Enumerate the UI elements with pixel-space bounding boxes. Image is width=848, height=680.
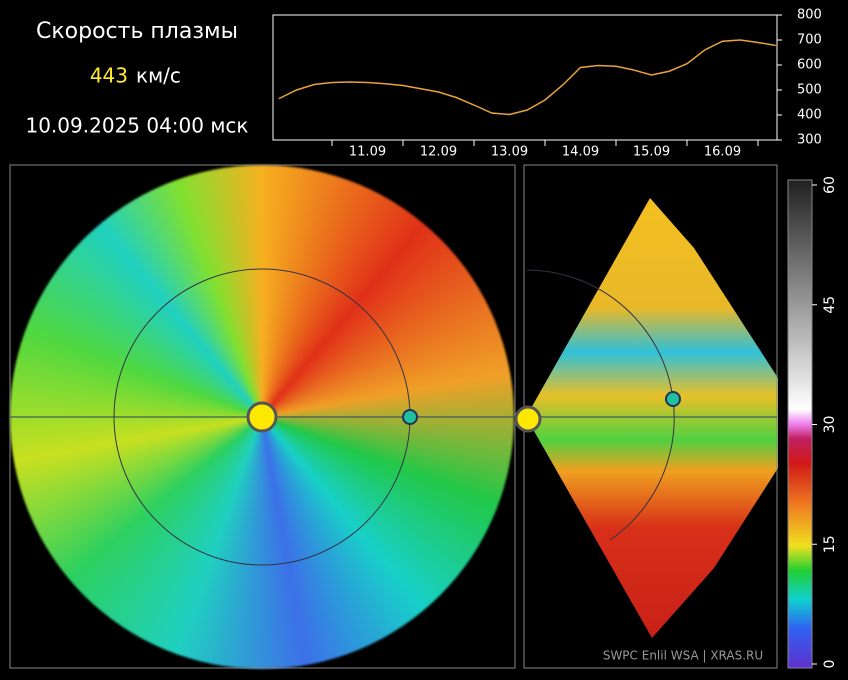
x-tick-label: 12.09 [420, 145, 457, 160]
y-tick-label: 800 [797, 8, 822, 23]
colorbar-tick-label: 15 [822, 535, 838, 553]
speed-unit: км/с [136, 64, 181, 88]
x-tick-label: 13.09 [491, 145, 528, 160]
earth-side [665, 391, 681, 407]
x-tick-label: 15.09 [633, 145, 670, 160]
colorbar-tick-label: 45 [822, 296, 838, 314]
sun-side [514, 405, 542, 433]
speed-line [278, 39, 776, 116]
datetime: 10.09.2025 04:00 мск [25, 114, 248, 138]
y-tick-label: 400 [797, 108, 822, 123]
x-tick-label: 14.09 [562, 145, 599, 160]
colorbar-tick-label: 0 [822, 660, 838, 669]
x-tick-label: 11.09 [349, 145, 386, 160]
y-tick-label: 500 [797, 83, 822, 98]
speed-value: 443 [90, 64, 128, 88]
colorbar-tick-label: 30 [822, 416, 838, 434]
credit: SWPC Enlil WSA | XRAS.RU [603, 649, 763, 663]
colorbar-tick-label: 60 [822, 176, 838, 194]
plot-frame [272, 14, 778, 141]
earth [402, 409, 418, 425]
y-tick-label: 600 [797, 58, 822, 73]
colorbar [787, 179, 813, 669]
y-tick-label: 700 [797, 33, 822, 48]
sun [246, 401, 278, 433]
y-tick-label: 300 [797, 133, 822, 148]
title: Скорость плазмы [36, 19, 238, 44]
x-tick-label: 16.09 [704, 145, 741, 160]
earth-orbit-side [526, 269, 675, 541]
